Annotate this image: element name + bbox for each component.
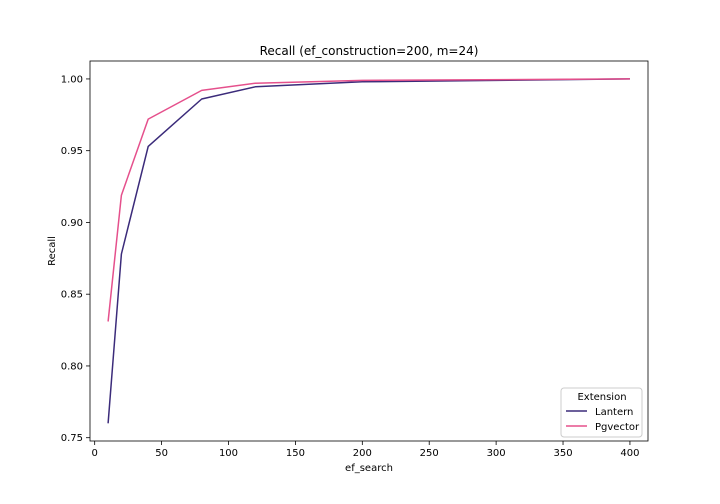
x-tick-label: 200: [353, 448, 372, 459]
legend-title: Extension: [577, 392, 626, 403]
x-tick-label: 400: [620, 448, 639, 459]
plot-area: [89, 60, 649, 442]
x-tick-label: 150: [286, 448, 305, 459]
x-axis-title: ef_search: [345, 463, 393, 474]
chart-title: Recall (ef_construction=200, m=24): [260, 44, 479, 58]
x-tick-label: 0: [91, 448, 97, 459]
series-line-lantern: [107, 78, 630, 424]
lines-layer: [107, 78, 630, 424]
legend-label-lantern: Lantern: [595, 407, 633, 418]
x-tick-label: 50: [155, 448, 168, 459]
series-line-pgvector: [107, 78, 630, 322]
y-tick-label: 0.75: [61, 433, 83, 444]
y-tick-label: 1.00: [61, 74, 83, 85]
legend-label-pgvector: Pgvector: [595, 422, 640, 433]
y-tick-label: 0.85: [61, 290, 83, 301]
x-tick-label: 250: [420, 448, 439, 459]
x-axis: 0 50 100 150 200 250 300 350 400: [91, 441, 639, 459]
y-tick-label: 0.90: [61, 218, 83, 229]
legend: Extension Lantern Pgvector: [560, 387, 643, 438]
legend-box: [560, 387, 643, 438]
legend-entries: Lantern Pgvector: [566, 407, 640, 433]
x-tick-label: 300: [487, 448, 506, 459]
plot-frame: [89, 60, 649, 442]
x-tick-label: 100: [219, 448, 238, 459]
y-axis: 0.75 0.80 0.85 0.90 0.95 1.00: [61, 74, 90, 444]
x-tick-label: 350: [553, 448, 572, 459]
y-tick-label: 0.80: [61, 361, 83, 372]
y-tick-label: 0.95: [61, 146, 83, 157]
y-axis-title: Recall: [47, 236, 58, 266]
